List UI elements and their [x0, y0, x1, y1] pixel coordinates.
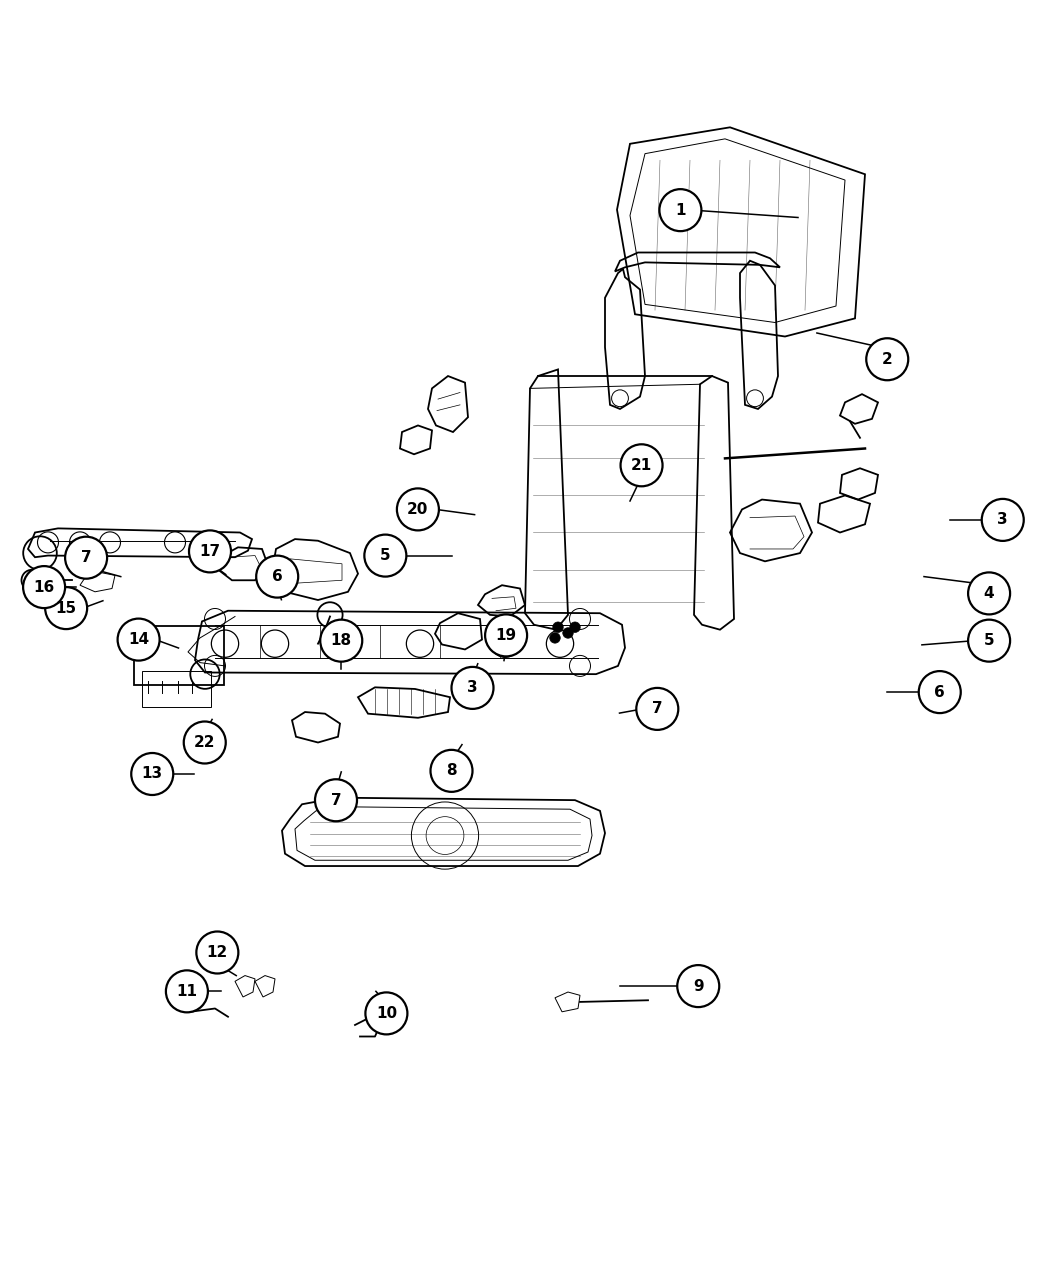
Circle shape — [315, 779, 357, 821]
Circle shape — [397, 488, 439, 530]
Circle shape — [636, 688, 678, 729]
Circle shape — [550, 632, 561, 643]
Circle shape — [118, 618, 160, 660]
Circle shape — [196, 932, 238, 974]
Text: 3: 3 — [998, 513, 1008, 528]
Circle shape — [364, 534, 406, 576]
Circle shape — [131, 754, 173, 796]
Circle shape — [23, 566, 65, 608]
Text: 5: 5 — [380, 548, 391, 564]
Circle shape — [45, 586, 87, 629]
Text: 16: 16 — [34, 580, 55, 594]
Circle shape — [968, 620, 1010, 662]
Text: 14: 14 — [128, 632, 149, 648]
Circle shape — [570, 622, 581, 632]
Circle shape — [320, 620, 362, 662]
Text: 5: 5 — [984, 634, 994, 648]
Text: 4: 4 — [984, 586, 994, 601]
Circle shape — [166, 970, 208, 1012]
Circle shape — [968, 572, 1010, 615]
Circle shape — [430, 750, 473, 792]
Text: 21: 21 — [631, 458, 652, 473]
Text: 7: 7 — [652, 701, 663, 717]
Text: 7: 7 — [331, 793, 341, 808]
Circle shape — [65, 537, 107, 579]
Text: 13: 13 — [142, 766, 163, 782]
Circle shape — [563, 627, 573, 639]
Circle shape — [659, 189, 701, 231]
Circle shape — [552, 622, 563, 632]
Text: 2: 2 — [882, 352, 892, 367]
Text: 6: 6 — [272, 569, 282, 584]
Text: 10: 10 — [376, 1006, 397, 1021]
Circle shape — [866, 338, 908, 380]
Text: 15: 15 — [56, 601, 77, 616]
Text: 1: 1 — [675, 203, 686, 218]
Circle shape — [621, 444, 663, 486]
Text: 22: 22 — [194, 734, 215, 750]
Text: 19: 19 — [496, 627, 517, 643]
Circle shape — [452, 667, 494, 709]
Text: 12: 12 — [207, 945, 228, 960]
Circle shape — [365, 992, 407, 1034]
Text: 20: 20 — [407, 502, 428, 516]
Text: 6: 6 — [934, 685, 945, 700]
Text: 17: 17 — [200, 544, 220, 558]
Circle shape — [982, 499, 1024, 541]
Text: 7: 7 — [81, 551, 91, 565]
Circle shape — [256, 556, 298, 598]
Text: 8: 8 — [446, 764, 457, 778]
Circle shape — [919, 671, 961, 713]
Circle shape — [184, 722, 226, 764]
Text: 11: 11 — [176, 984, 197, 998]
Circle shape — [189, 530, 231, 572]
Text: 18: 18 — [331, 634, 352, 648]
Circle shape — [485, 615, 527, 657]
Text: 9: 9 — [693, 979, 704, 993]
Circle shape — [677, 965, 719, 1007]
Text: 3: 3 — [467, 681, 478, 695]
